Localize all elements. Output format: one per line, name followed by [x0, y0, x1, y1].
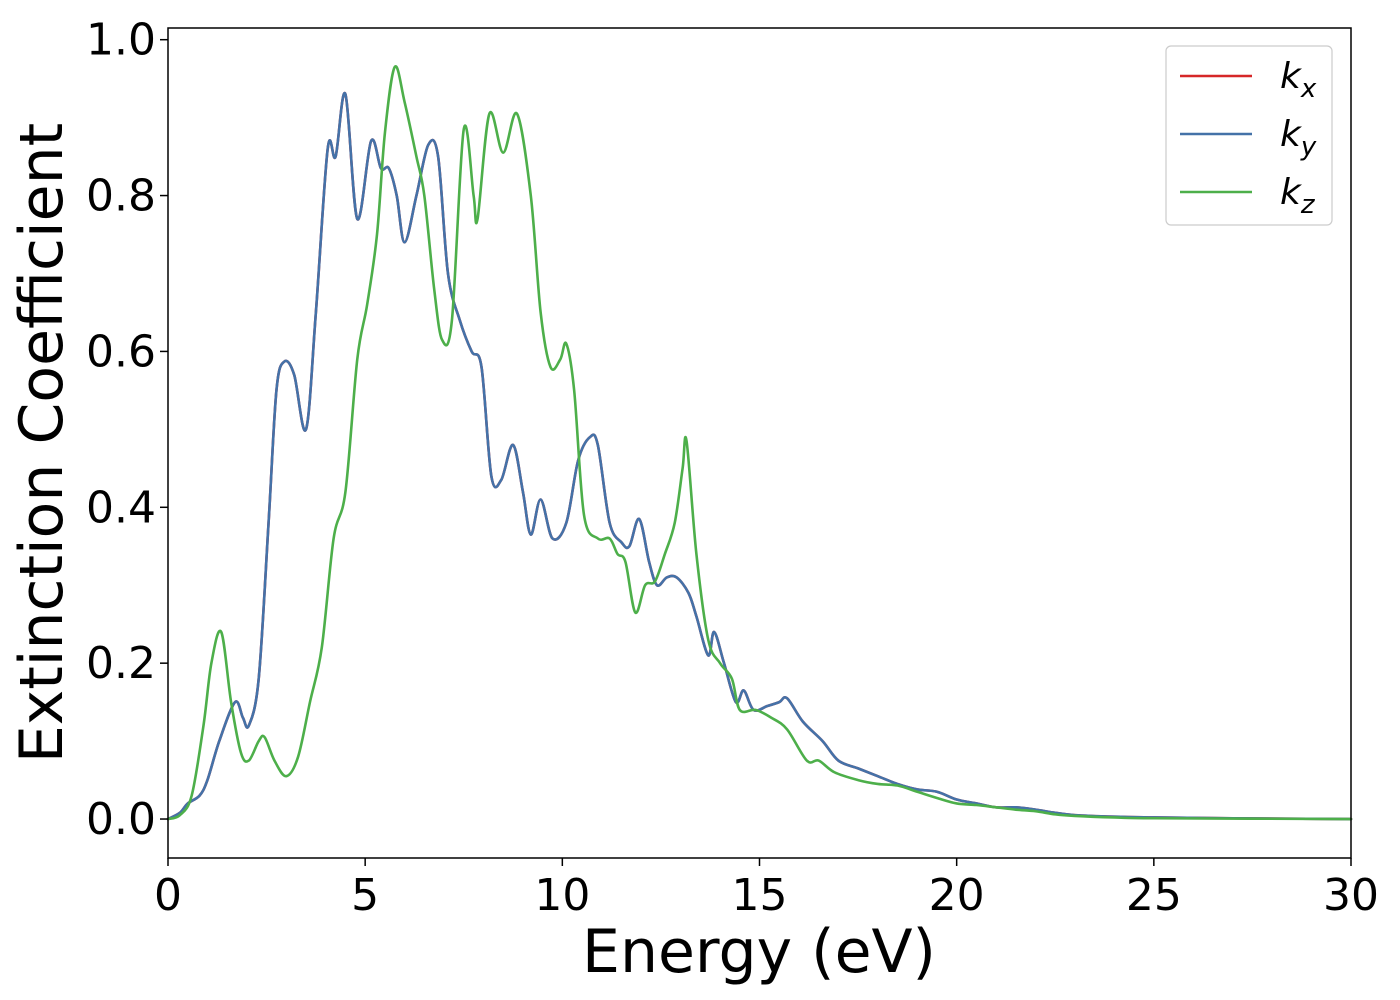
y-tick-label: 0.0	[86, 794, 156, 845]
plot-background	[168, 28, 1351, 858]
x-axis-title: Energy (eV)	[582, 917, 936, 987]
y-axis: 0.0 0.2 0.4 0.6 0.8 1.0	[86, 15, 168, 845]
x-tick-label: 0	[154, 870, 182, 921]
x-tick-label: 20	[929, 870, 985, 921]
y-tick-label: 0.4	[86, 482, 156, 533]
x-tick-label: 10	[534, 870, 590, 921]
y-tick-label: 0.2	[86, 638, 156, 689]
y-tick-label: 1.0	[86, 15, 156, 66]
series-layer	[166, 65, 1353, 821]
x-axis: 0 5 10 15 20 25 30	[154, 858, 1379, 921]
y-tick-label: 0.6	[86, 326, 156, 377]
x-tick-label: 15	[732, 870, 788, 921]
x-tick-label: 25	[1126, 870, 1182, 921]
x-tick-label: 30	[1323, 870, 1379, 921]
y-axis-title: Extinction Coefficient	[7, 123, 77, 763]
x-tick-label: 5	[351, 870, 379, 921]
y-tick-label: 0.8	[86, 171, 156, 222]
series-line-kz	[166, 65, 1353, 821]
series-line-ky	[166, 91, 1353, 821]
legend-box	[1165, 45, 1333, 226]
